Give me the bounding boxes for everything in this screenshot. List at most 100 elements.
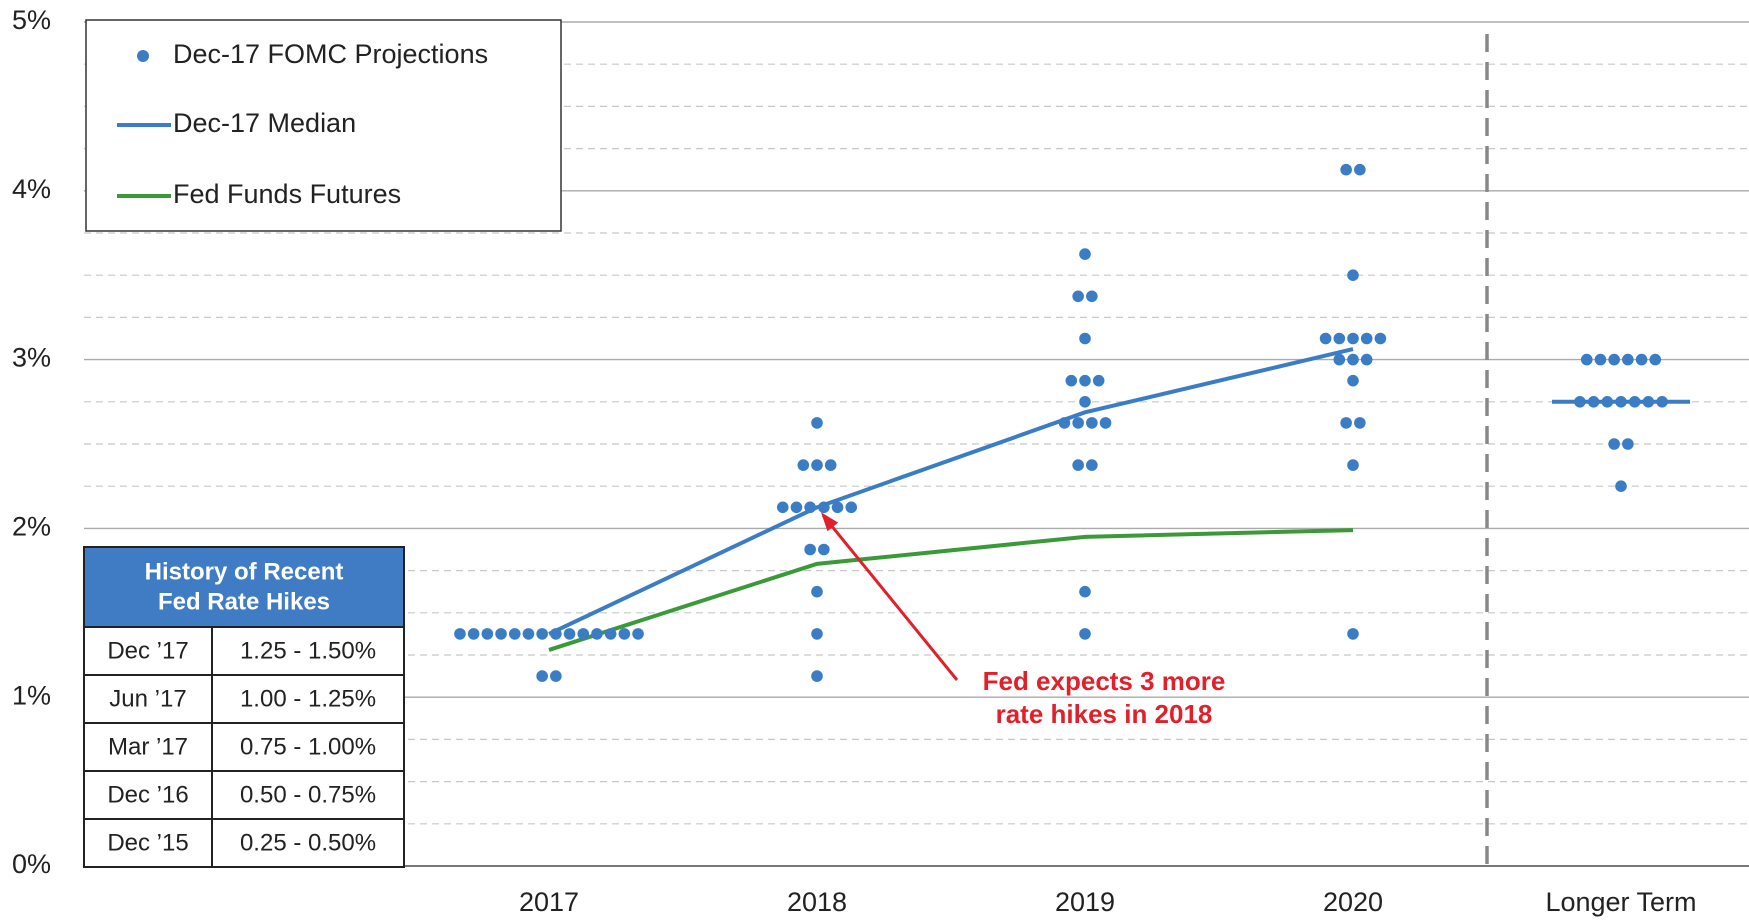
dot <box>591 628 603 640</box>
legend-label: Fed Funds Futures <box>173 179 401 209</box>
table-title: History of Recent <box>145 558 344 585</box>
dot <box>1608 438 1620 450</box>
y-tick-label: 1% <box>12 680 51 710</box>
dot <box>1079 396 1091 408</box>
dot <box>818 543 830 556</box>
table-cell <box>83 722 213 772</box>
dot <box>1615 396 1627 408</box>
dot <box>1072 459 1084 471</box>
legend-label: Dec-17 Median <box>173 108 356 138</box>
dot <box>1360 353 1373 366</box>
series-line <box>548 528 1354 652</box>
dot <box>1360 332 1373 345</box>
dot <box>508 628 521 640</box>
arrow-head <box>821 512 839 532</box>
dot <box>831 501 844 514</box>
table-title: Fed Rate Hikes <box>158 588 330 615</box>
dot <box>811 670 823 682</box>
dot <box>1086 417 1098 429</box>
dot <box>1574 396 1586 408</box>
dot <box>1079 248 1091 260</box>
legend-dot <box>137 50 149 62</box>
dot <box>804 501 816 514</box>
dot <box>1099 417 1112 429</box>
dot <box>811 459 823 471</box>
table-text: Jun ’17 <box>109 685 186 712</box>
dot <box>1601 396 1614 408</box>
dot <box>1347 374 1359 387</box>
dot <box>1594 353 1607 366</box>
y-tick-label: 3% <box>12 343 51 373</box>
table-text: 0.75 - 1.00% <box>240 733 376 760</box>
dot <box>1587 396 1600 408</box>
dot <box>481 628 494 640</box>
table-cell <box>211 770 405 820</box>
x-tick-label: Longer Term <box>1545 887 1696 917</box>
table-text: 0.50 - 0.75% <box>240 781 376 808</box>
dot <box>632 628 644 640</box>
table-text: Dec ’17 <box>107 637 188 664</box>
dot <box>1354 163 1366 176</box>
x-tick-label: 2018 <box>787 887 847 917</box>
dot <box>1347 353 1359 366</box>
dot <box>824 459 837 471</box>
dot <box>604 628 617 640</box>
dot <box>495 628 507 640</box>
dot <box>1086 290 1098 303</box>
dot <box>1608 353 1620 366</box>
dot <box>1354 417 1366 429</box>
table-cell <box>211 722 405 772</box>
dot <box>1635 353 1648 366</box>
dot <box>1347 332 1359 345</box>
dot <box>811 585 823 598</box>
dot <box>454 628 466 640</box>
dot <box>776 501 789 514</box>
dot <box>522 628 535 640</box>
y-tick-label: 0% <box>12 849 51 879</box>
y-tick-label: 2% <box>12 512 51 542</box>
x-tick-label: 2019 <box>1055 887 1115 917</box>
dot <box>1079 628 1091 640</box>
dot <box>1092 374 1105 387</box>
table-text: Dec ’16 <box>107 781 188 808</box>
dot <box>790 501 803 514</box>
annotation-arrow <box>821 514 959 681</box>
table-text: 1.00 - 1.25% <box>240 685 376 712</box>
dot <box>1622 438 1634 450</box>
dot <box>797 459 810 471</box>
dot <box>550 628 562 640</box>
annotation-text: rate hikes in 2018 <box>996 699 1213 729</box>
dot <box>1072 417 1084 429</box>
dot <box>1628 396 1641 408</box>
dot <box>811 628 823 640</box>
dot <box>563 628 576 640</box>
x-tick-label: 2017 <box>519 887 579 917</box>
dot <box>1656 396 1668 408</box>
dot <box>1086 459 1098 471</box>
series-line <box>548 347 1354 636</box>
dot <box>577 628 590 640</box>
x-tick-label: 2020 <box>1323 887 1383 917</box>
dot <box>1340 163 1352 176</box>
table-text: Dec ’15 <box>107 829 188 856</box>
dot <box>1065 374 1078 387</box>
dot <box>1347 459 1359 471</box>
dot <box>1079 585 1091 598</box>
dot <box>811 417 823 429</box>
dot <box>467 628 480 640</box>
dot <box>1622 353 1634 366</box>
dot <box>1319 332 1332 345</box>
dot <box>1649 353 1662 366</box>
dot <box>1079 374 1091 387</box>
dot <box>536 628 548 640</box>
dot <box>1079 332 1091 345</box>
table-cell <box>211 818 405 868</box>
dot <box>1340 417 1352 429</box>
dot <box>1333 332 1346 345</box>
dot <box>618 628 631 640</box>
dot <box>804 543 816 556</box>
table-cell <box>83 818 213 868</box>
table-header <box>83 546 405 628</box>
legend-label: Dec-17 FOMC Projections <box>173 39 488 69</box>
